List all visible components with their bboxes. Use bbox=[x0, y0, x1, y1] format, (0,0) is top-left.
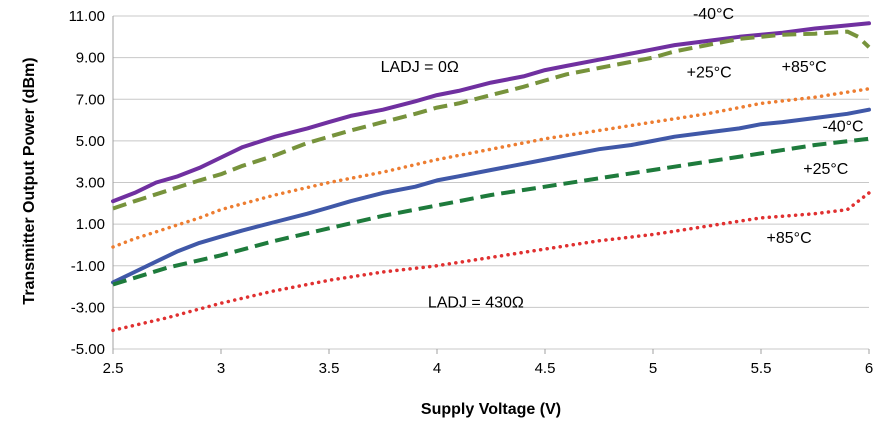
y-tick-label-0: -5.00 bbox=[71, 341, 105, 358]
annotation-ladj0_p85: +85°C bbox=[782, 59, 827, 76]
x-tick-label-5: 5 bbox=[649, 360, 657, 377]
y-tick-label-1: -3.00 bbox=[71, 299, 105, 316]
series-line-ladj430_m40 bbox=[111, 107, 871, 285]
series-line-ladj0_p25 bbox=[112, 29, 871, 211]
x-tick-label-0: 2.5 bbox=[103, 360, 124, 377]
annotation-ladj430_p85: +85°C bbox=[767, 230, 812, 247]
annotation-ladj430_m40: -40°C bbox=[823, 119, 864, 136]
series-line-ladj0_m40 bbox=[111, 21, 871, 204]
series-line-ladj0_p85 bbox=[111, 87, 871, 249]
y-axis-title: Transmitter Output Power (dBm) bbox=[21, 57, 38, 304]
annotation-ladj0_p25: +25°C bbox=[687, 64, 732, 81]
y-tick-label-6: 7.00 bbox=[76, 91, 105, 108]
y-tick-label-2: -1.00 bbox=[71, 258, 105, 275]
grid-lines bbox=[112, 15, 870, 354]
series-lines bbox=[111, 21, 871, 333]
x-tick-label-6: 5.5 bbox=[751, 360, 772, 377]
y-tick-labels: -5.00 -3.00 -1.00 1.00 3.00 5.00 7.00 9.00 11.00 bbox=[69, 8, 105, 358]
annotations: LADJ = 0Ω -40°C +25°C +85°C -40°C +25°C +85°C L… bbox=[381, 6, 864, 311]
y-tick-label-4: 3.00 bbox=[76, 175, 105, 192]
x-tick-labels: 2.5 3 3.5 4 4.5 5 5.5 6 bbox=[103, 360, 874, 377]
annotation-ladj430_p25: +25°C bbox=[803, 161, 848, 178]
y-tick-label-8: 11.00 bbox=[69, 8, 105, 25]
x-tick-label-4: 4.5 bbox=[535, 360, 556, 377]
annotation-ladj0: LADJ = 0Ω bbox=[381, 59, 459, 76]
series-line-ladj430_p25 bbox=[112, 136, 870, 287]
x-tick-label-7: 6 bbox=[865, 360, 873, 377]
y-tick-label-5: 5.00 bbox=[76, 133, 105, 150]
x-tick-label-3: 4 bbox=[433, 360, 441, 377]
x-tick-label-1: 3 bbox=[217, 360, 225, 377]
x-tick-label-2: 3.5 bbox=[319, 360, 340, 377]
annotation-ladj430: LADJ = 430Ω bbox=[428, 294, 524, 311]
y-tick-label-3: 1.00 bbox=[76, 216, 105, 233]
x-axis-title: Supply Voltage (V) bbox=[421, 401, 561, 418]
annotation-ladj0_m40: -40°C bbox=[693, 6, 734, 23]
y-tick-label-7: 9.00 bbox=[76, 50, 105, 67]
series-line-ladj430_p85 bbox=[111, 191, 871, 333]
